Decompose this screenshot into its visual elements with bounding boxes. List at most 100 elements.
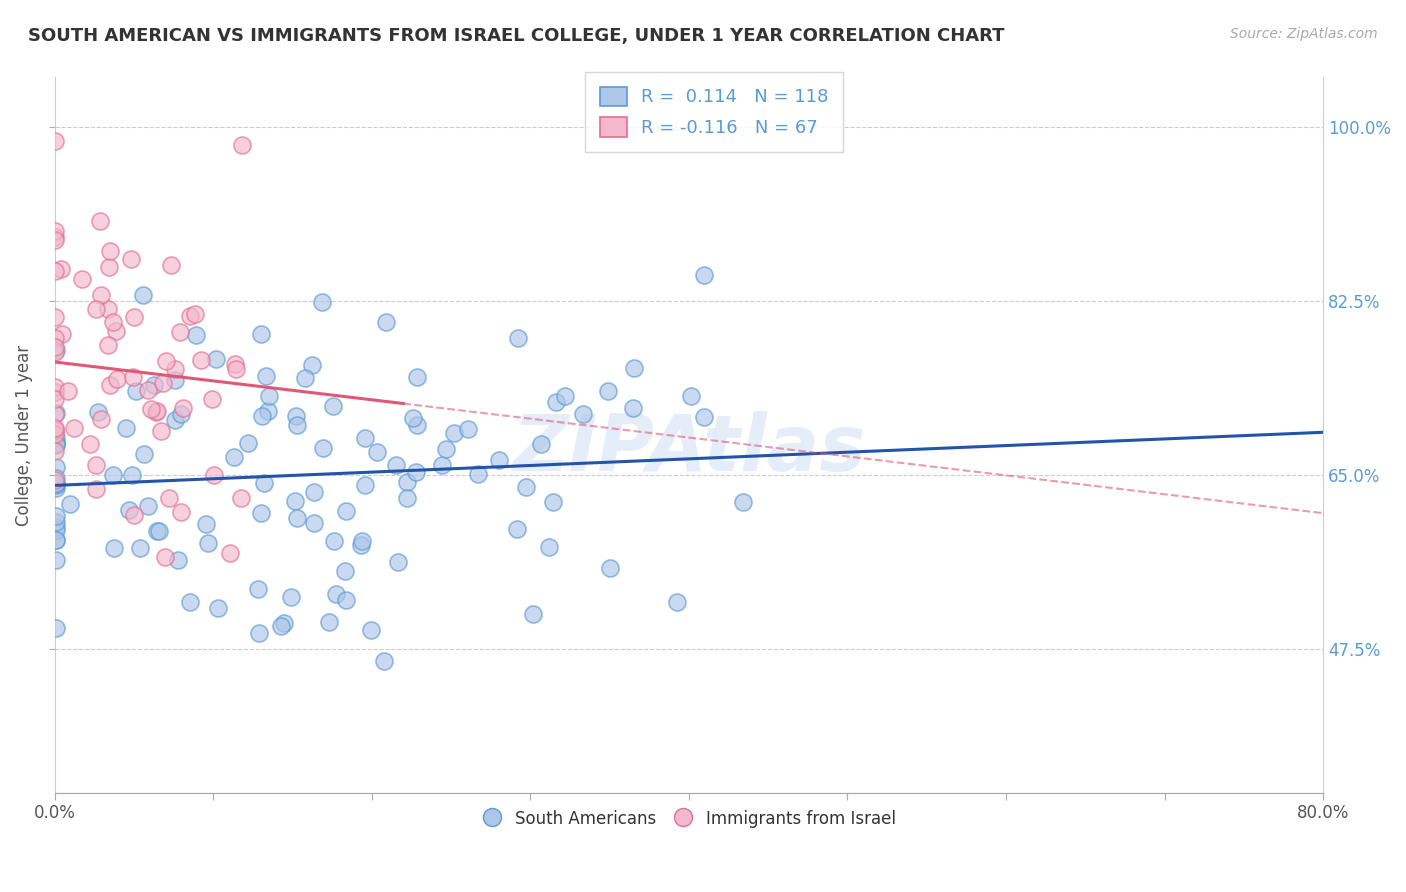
Text: ZIPAtlas: ZIPAtlas <box>512 411 866 487</box>
Point <box>467 467 489 481</box>
Point <box>179 310 201 324</box>
Point <box>125 384 148 399</box>
Point <box>322 399 344 413</box>
Point <box>554 389 576 403</box>
Point <box>45 477 67 491</box>
Point <box>665 595 688 609</box>
Point <box>236 436 259 450</box>
Point <box>72 272 94 286</box>
Point <box>163 413 186 427</box>
Point <box>256 403 278 417</box>
Point <box>44 380 66 394</box>
Point <box>250 506 273 520</box>
Point <box>45 621 67 635</box>
Point <box>45 471 67 485</box>
Point <box>353 477 375 491</box>
Point <box>90 412 112 426</box>
Point <box>103 541 125 556</box>
Point <box>149 424 172 438</box>
Point <box>373 654 395 668</box>
Point <box>59 497 82 511</box>
Point <box>44 443 66 458</box>
Point <box>45 436 67 450</box>
Point <box>44 345 66 359</box>
Legend: South Americans, Immigrants from Israel: South Americans, Immigrants from Israel <box>475 803 903 834</box>
Point <box>44 421 66 435</box>
Point <box>45 533 67 547</box>
Point <box>120 252 142 267</box>
Point <box>100 378 122 392</box>
Point <box>733 495 755 509</box>
Point <box>56 384 79 398</box>
Point <box>45 523 67 537</box>
Point <box>117 503 139 517</box>
Point <box>101 315 124 329</box>
Point <box>45 434 67 449</box>
Point <box>152 376 174 391</box>
Point <box>287 417 309 432</box>
Point <box>396 491 419 505</box>
Point <box>122 310 145 325</box>
Point <box>63 421 86 435</box>
Point <box>224 361 246 376</box>
Point <box>405 369 427 384</box>
Point <box>169 325 191 339</box>
Point <box>145 524 167 538</box>
Point <box>621 401 644 416</box>
Point <box>45 477 67 491</box>
Point <box>312 441 335 455</box>
Point <box>45 438 67 452</box>
Point <box>544 395 567 409</box>
Point <box>599 560 621 574</box>
Point <box>385 458 408 472</box>
Point <box>87 405 110 419</box>
Point <box>44 423 66 437</box>
Point <box>457 422 479 436</box>
Point <box>170 505 193 519</box>
Point <box>434 442 457 456</box>
Point <box>44 264 66 278</box>
Point <box>97 337 120 351</box>
Point <box>530 436 553 450</box>
Point <box>121 467 143 482</box>
Text: SOUTH AMERICAN VS IMMIGRANTS FROM ISRAEL COLLEGE, UNDER 1 YEAR CORRELATION CHART: SOUTH AMERICAN VS IMMIGRANTS FROM ISRAEL… <box>28 27 1005 45</box>
Text: Source: ZipAtlas.com: Source: ZipAtlas.com <box>1230 27 1378 41</box>
Point <box>325 587 347 601</box>
Point <box>201 392 224 406</box>
Point <box>45 343 67 357</box>
Point <box>98 260 121 274</box>
Point <box>256 369 278 384</box>
Point <box>311 295 333 310</box>
Point <box>98 244 121 259</box>
Point <box>285 511 308 525</box>
Point <box>335 504 357 518</box>
Point <box>45 481 67 495</box>
Point <box>430 458 453 472</box>
Point <box>405 465 427 479</box>
Point <box>157 491 180 505</box>
Point <box>284 493 307 508</box>
Point <box>101 468 124 483</box>
Point <box>197 536 219 550</box>
Point <box>186 327 208 342</box>
Point <box>537 540 560 554</box>
Point <box>105 324 128 338</box>
Point <box>172 401 194 415</box>
Point <box>170 407 193 421</box>
Point <box>247 625 270 640</box>
Point <box>541 494 564 508</box>
Point <box>44 340 66 354</box>
Point <box>143 378 166 392</box>
Point <box>44 407 66 421</box>
Point <box>44 331 66 345</box>
Point <box>205 351 228 366</box>
Point <box>395 475 418 489</box>
Point <box>354 431 377 445</box>
Point <box>45 515 67 529</box>
Point <box>165 361 187 376</box>
Point <box>679 389 702 403</box>
Point <box>190 353 212 368</box>
Point <box>51 262 73 277</box>
Point <box>45 460 67 475</box>
Point <box>44 423 66 437</box>
